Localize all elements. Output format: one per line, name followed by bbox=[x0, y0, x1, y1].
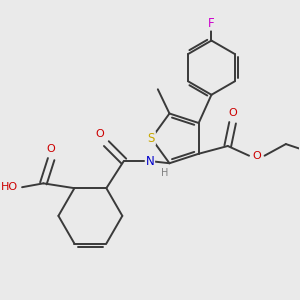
Text: N: N bbox=[146, 154, 154, 168]
Text: O: O bbox=[95, 129, 104, 139]
Text: O: O bbox=[47, 144, 56, 154]
Text: S: S bbox=[148, 132, 155, 145]
Text: O: O bbox=[228, 108, 237, 118]
Text: O: O bbox=[252, 151, 261, 161]
Text: F: F bbox=[208, 16, 215, 30]
Text: H: H bbox=[161, 168, 168, 178]
Text: HO: HO bbox=[1, 182, 18, 192]
